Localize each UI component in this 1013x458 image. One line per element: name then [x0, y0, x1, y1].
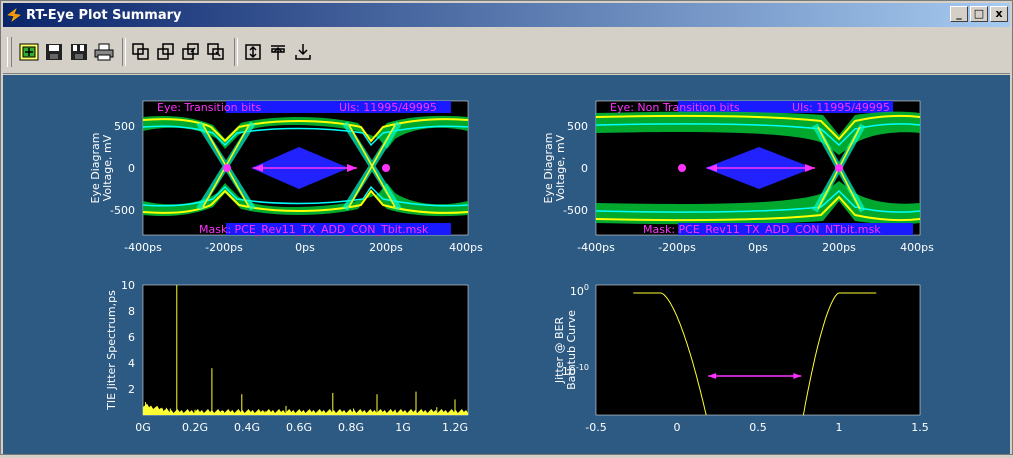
tie-jitter-spectrum-chart: 10 8 6 4 2 0G 0.2G 0.4G 0.6G 0.8G 1G 1.2G TIE … — [105, 279, 469, 434]
ytick: 6 — [128, 331, 135, 344]
toolbar-separator — [122, 38, 126, 66]
toolbar-separator — [234, 38, 238, 66]
ylabel-line1: Jitter @ BER — [553, 316, 566, 384]
xtick: 0.4G — [234, 421, 260, 434]
eye-diagram-non-transition: Eye: Non Transition bits UIs: 11995/4999… — [542, 100, 934, 254]
ytick: -500 — [563, 204, 588, 217]
ytick: 10 — [121, 279, 135, 292]
save-icon[interactable] — [43, 39, 65, 65]
ytick: 500 — [114, 120, 135, 133]
mask-label: Mask: PCE_Rev11_TX_ADD_CON_NTbit.msk — [643, 223, 881, 236]
ytick: -500 — [110, 204, 135, 217]
mask-label: Mask: PCE_Rev11_TX_ADD_CON_Tbit.msk — [199, 223, 429, 236]
xtick: 0ps — [295, 241, 315, 254]
ylabel-line2: Voltage, mV — [554, 134, 567, 201]
ytick: 0 — [581, 162, 588, 175]
eye-label-right: UIs: 11995/49995 — [792, 101, 890, 114]
eye-label-right: UIs: 11995/49995 — [339, 101, 437, 114]
print-icon[interactable] — [93, 39, 115, 65]
bathtub-right-curve — [802, 292, 877, 416]
xtick: -200ps — [205, 241, 243, 254]
app-icon — [7, 8, 21, 22]
eye-label-left: Eye: Transition bits — [157, 101, 261, 114]
plot-canvas: Eye: Transition bits UIs: 11995/49995 Ma… — [89, 100, 934, 434]
close-button[interactable]: x — [990, 6, 1008, 22]
xtick: -0.5 — [585, 421, 606, 434]
xtick: 1 — [836, 421, 843, 434]
ytick: 4 — [128, 357, 135, 370]
xtick: -200ps — [658, 241, 696, 254]
xtick: 0ps — [748, 241, 768, 254]
xtick: -400ps — [577, 241, 615, 254]
xtick: 200ps — [369, 241, 403, 254]
bathtub-curve-chart: 100 10-10 -0.5 0 0.5 1 1.5 Jitter @ BER Bath… — [553, 283, 929, 434]
xtick: 1.5 — [911, 421, 929, 434]
title-bar[interactable]: RT-Eye Plot Summary _ □ x — [3, 3, 1010, 27]
xtick: 0 — [674, 421, 681, 434]
ylabel-line2: Bathtub Curve — [565, 310, 578, 390]
ytick: 8 — [128, 305, 135, 318]
toolbar-grip[interactable] — [7, 37, 12, 67]
plot-area: Eye: Transition bits UIs: 11995/49995 Ma… — [3, 75, 1010, 454]
ylabel-line1: Eye Diagram — [89, 133, 102, 204]
xtick: 400ps — [900, 241, 934, 254]
window-title: RT-Eye Plot Summary — [26, 7, 182, 23]
toolbar — [3, 31, 1010, 74]
ytick-top: 100 — [570, 283, 589, 298]
save-all-icon[interactable] — [68, 39, 90, 65]
tile-3-icon[interactable] — [180, 39, 202, 65]
align-top-icon[interactable] — [267, 39, 289, 65]
xtick: 1.2G — [442, 421, 468, 434]
xtick: 0G — [135, 421, 151, 434]
minimize-button[interactable]: _ — [950, 6, 968, 22]
ytick: 0 — [128, 162, 135, 175]
ylabel-line1: Eye Diagram — [542, 133, 555, 204]
xtick: 1G — [395, 421, 411, 434]
export-icon[interactable] — [292, 39, 314, 65]
ylabel: TIE Jitter Spectrum,ps — [105, 290, 118, 411]
maximize-button[interactable]: □ — [970, 6, 988, 22]
zoom-icon[interactable] — [18, 39, 40, 65]
fit-vertical-icon[interactable] — [242, 39, 264, 65]
tile-4-icon[interactable] — [205, 39, 227, 65]
xtick: 0.5 — [749, 421, 767, 434]
tile-2-icon[interactable] — [155, 39, 177, 65]
ytick: 2 — [128, 383, 135, 396]
ytick: 500 — [567, 120, 588, 133]
noise-floor — [143, 403, 468, 415]
xtick: 0.2G — [182, 421, 208, 434]
xtick: 0.6G — [286, 421, 312, 434]
eye-diagram-transition: Eye: Transition bits UIs: 11995/49995 Ma… — [89, 100, 483, 254]
ylabel-line2: Voltage, mV — [101, 134, 114, 201]
bathtub-left-curve — [633, 292, 707, 416]
xtick: 0.8G — [338, 421, 364, 434]
tile-1-icon[interactable] — [130, 39, 152, 65]
xtick: 200ps — [822, 241, 856, 254]
eye-label-left: Eye: Non Transition bits — [610, 101, 740, 114]
xtick: -400ps — [124, 241, 162, 254]
xtick: 400ps — [449, 241, 483, 254]
